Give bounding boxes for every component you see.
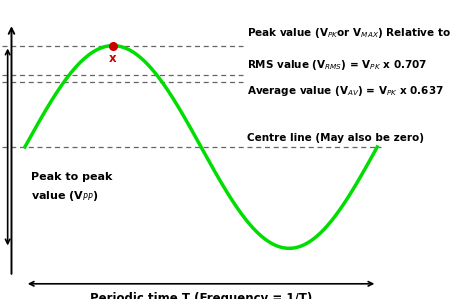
Text: Centre line (May also be zero): Centre line (May also be zero) bbox=[247, 133, 424, 143]
Text: RMS value (V$_{RMS}$) = V$_{PK}$ x 0.707: RMS value (V$_{RMS}$) = V$_{PK}$ x 0.707 bbox=[247, 58, 427, 72]
Text: x: x bbox=[109, 52, 117, 65]
Text: Periodic time T (Frequency = 1/T): Periodic time T (Frequency = 1/T) bbox=[90, 292, 312, 299]
Text: Peak value (V$_{PK}$or V$_{MAX}$) Relative to zero: Peak value (V$_{PK}$or V$_{MAX}$) Relati… bbox=[247, 25, 450, 39]
Text: value (V$_{PP}$): value (V$_{PP}$) bbox=[31, 189, 98, 203]
Text: Average value (V$_{AV}$) = V$_{PK}$ x 0.637: Average value (V$_{AV}$) = V$_{PK}$ x 0.… bbox=[247, 84, 444, 98]
Text: Peak to peak: Peak to peak bbox=[31, 172, 112, 182]
